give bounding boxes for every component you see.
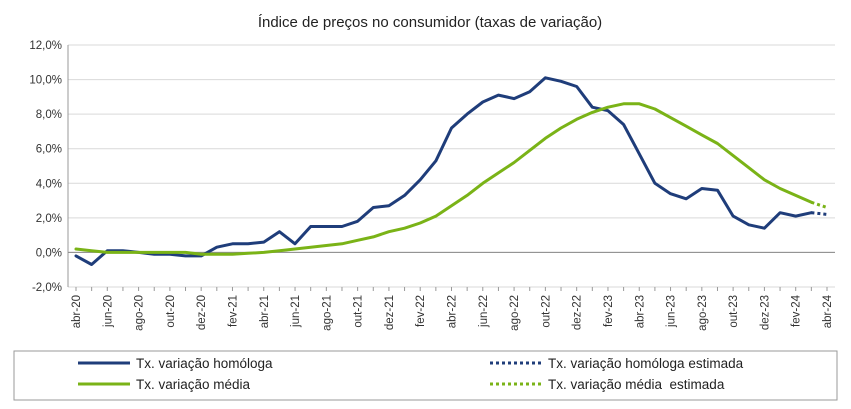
x-tick-label: abr-22 bbox=[447, 295, 459, 328]
x-tick-label: fev-22 bbox=[415, 295, 427, 327]
x-tick-label: fev-23 bbox=[603, 295, 615, 327]
x-tick-label: jun-20 bbox=[102, 295, 114, 328]
x-tick-label: out-23 bbox=[728, 295, 740, 328]
legend-box bbox=[13, 350, 838, 401]
legend-label: Tx. variação homóloga estimada bbox=[548, 356, 744, 371]
series-line-tx-variacao-homologa bbox=[74, 76, 813, 266]
x-tick-label: dez-21 bbox=[384, 295, 396, 330]
y-tick-label: 8,0% bbox=[36, 109, 62, 121]
y-tick-label: 12,0% bbox=[29, 40, 62, 52]
x-tick-label: dez-20 bbox=[196, 295, 208, 330]
y-tick-label: 2,0% bbox=[36, 213, 62, 225]
x-tick-label: jun-23 bbox=[666, 295, 678, 328]
x-tick-label: abr-21 bbox=[259, 295, 271, 328]
x-tick-label: out-22 bbox=[540, 295, 552, 328]
x-tick-label: out-20 bbox=[165, 295, 177, 328]
x-tick-label: abr-23 bbox=[634, 295, 646, 328]
x-tick-label: dez-22 bbox=[572, 295, 584, 330]
y-tick-label: 0,0% bbox=[36, 247, 62, 259]
x-tick-label: abr-24 bbox=[822, 294, 834, 328]
grid-layer bbox=[68, 44, 835, 288]
x-tick-label: ago-22 bbox=[509, 295, 521, 331]
x-tick-label: dez-23 bbox=[759, 295, 771, 330]
x-tick-label: jun-21 bbox=[290, 295, 302, 328]
legend-label: Tx. variação média estimada bbox=[548, 377, 725, 392]
y-tick-label: 10,0% bbox=[29, 75, 62, 87]
x-tick-label: ago-23 bbox=[697, 295, 709, 331]
series-line-tx-variacao-media bbox=[74, 102, 813, 256]
x-tick-label: jun-22 bbox=[478, 295, 490, 328]
x-tick-label: abr-20 bbox=[71, 295, 83, 328]
legend-label: Tx. variação média bbox=[136, 377, 251, 392]
x-tick-label: out-21 bbox=[353, 295, 365, 328]
x-tick-label: fev-24 bbox=[791, 294, 803, 327]
legend-label: Tx. variação homóloga bbox=[136, 356, 273, 371]
x-tick-label: fev-21 bbox=[227, 295, 239, 327]
y-tick-label: -2,0% bbox=[32, 282, 62, 294]
y-tick-label: 6,0% bbox=[36, 144, 62, 156]
series-layer bbox=[74, 76, 828, 266]
x-tick-label: ago-21 bbox=[321, 295, 333, 331]
chart-title: Índice de preços no consumidor (taxas de… bbox=[258, 14, 602, 31]
legend: Tx. variação homóloga Tx. variação homólo… bbox=[13, 350, 838, 401]
axis-layer: -2,0% 0,0% 2,0% 4,0% 6,0% 8,0% 10,0% 12,0% abr-2… bbox=[29, 40, 835, 331]
series-line-tx-variacao-media-estimada bbox=[810, 200, 828, 209]
series-line-tx-variacao-homologa-estimada bbox=[811, 211, 828, 216]
y-tick-label: 4,0% bbox=[36, 178, 62, 190]
x-tick-label: ago-20 bbox=[134, 295, 146, 331]
